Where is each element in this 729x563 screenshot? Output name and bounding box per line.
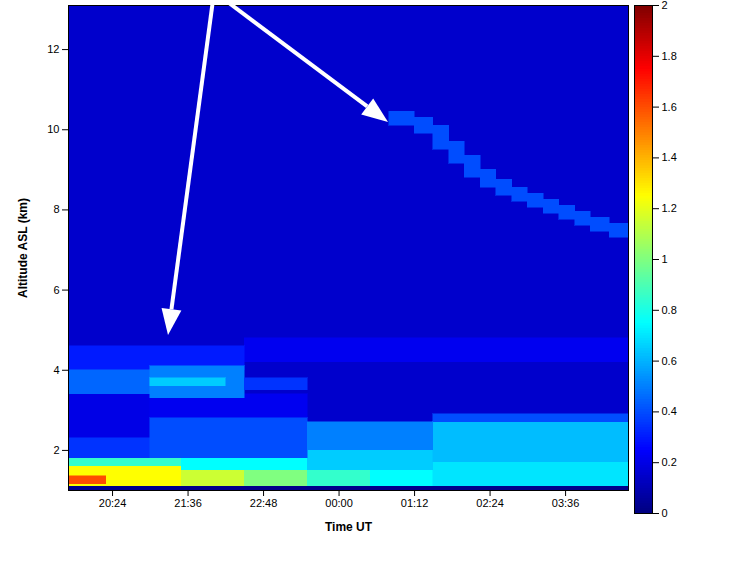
svg-text:0.8: 0.8 — [662, 304, 677, 316]
svg-text:20:24: 20:24 — [99, 497, 127, 509]
svg-text:01:12: 01:12 — [401, 497, 429, 509]
svg-text:12: 12 — [47, 43, 59, 55]
svg-text:0: 0 — [662, 507, 668, 518]
svg-text:0.6: 0.6 — [662, 355, 677, 367]
svg-text:00:00: 00:00 — [325, 497, 353, 509]
svg-text:22:48: 22:48 — [250, 497, 278, 509]
svg-text:02:24: 02:24 — [476, 497, 504, 509]
svg-text:1: 1 — [662, 253, 668, 265]
svg-text:10: 10 — [47, 123, 59, 135]
svg-text:1.8: 1.8 — [662, 50, 677, 62]
svg-text:4: 4 — [53, 364, 59, 376]
svg-text:21:36: 21:36 — [174, 497, 202, 509]
svg-text:1.4: 1.4 — [662, 151, 677, 163]
svg-text:Altitude ASL (km): Altitude ASL (km) — [16, 198, 30, 298]
svg-text:0.4: 0.4 — [662, 405, 677, 417]
svg-text:8: 8 — [53, 203, 59, 215]
svg-text:03:36: 03:36 — [552, 497, 580, 509]
svg-text:0.2: 0.2 — [662, 456, 677, 468]
svg-text:1.6: 1.6 — [662, 101, 677, 113]
svg-text:2: 2 — [53, 444, 59, 456]
svg-text:6: 6 — [53, 284, 59, 296]
svg-text:2: 2 — [662, 0, 668, 11]
svg-text:Time UT: Time UT — [325, 520, 373, 534]
svg-text:1.2: 1.2 — [662, 202, 677, 214]
